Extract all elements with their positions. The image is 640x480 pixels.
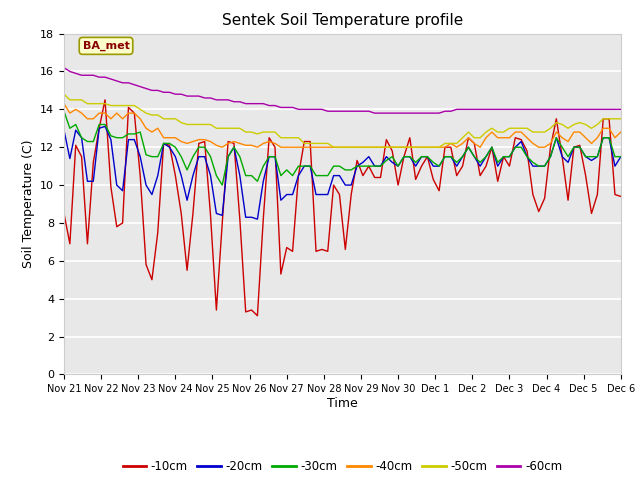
X-axis label: Time: Time	[327, 397, 358, 410]
Text: BA_met: BA_met	[83, 41, 129, 51]
Legend: -10cm, -20cm, -30cm, -40cm, -50cm, -60cm: -10cm, -20cm, -30cm, -40cm, -50cm, -60cm	[118, 455, 567, 478]
Y-axis label: Soil Temperature (C): Soil Temperature (C)	[22, 140, 35, 268]
Title: Sentek Soil Temperature profile: Sentek Soil Temperature profile	[222, 13, 463, 28]
